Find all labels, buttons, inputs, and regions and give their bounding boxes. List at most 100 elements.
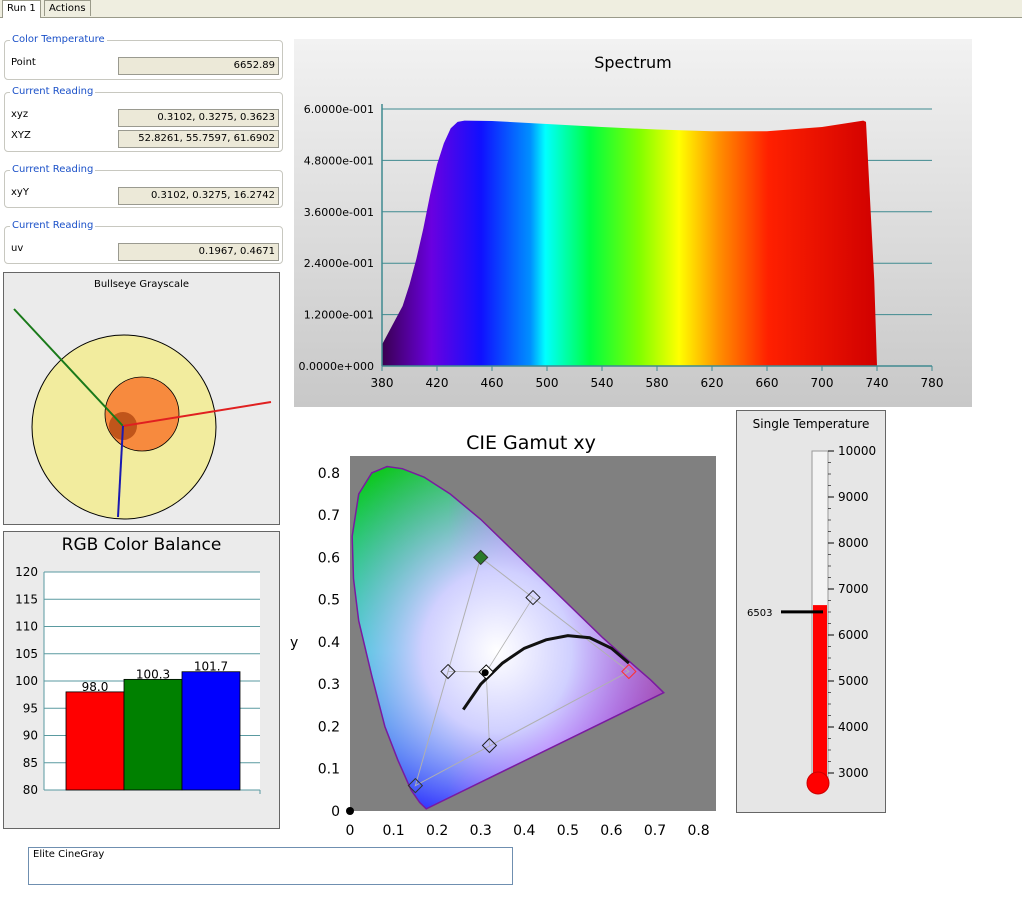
rgb-bar-label-0: 98.0 bbox=[82, 680, 109, 694]
cie-x-tick: 0 bbox=[346, 823, 355, 839]
secondary-line bbox=[485, 671, 490, 746]
rgb-bar-1 bbox=[123, 678, 183, 791]
primary-marker-2 bbox=[407, 777, 424, 794]
cie-y-tick: 0.5 bbox=[318, 593, 340, 609]
thermo-tick-label: 8000 bbox=[838, 536, 869, 550]
rgb-y-tick: 100 bbox=[15, 674, 38, 688]
cie-y-tick: 0.1 bbox=[318, 762, 340, 778]
spectrum-x-tick: 620 bbox=[701, 376, 724, 390]
thermometer-fill bbox=[813, 605, 827, 783]
thermo-tick-label: 10000 bbox=[838, 444, 876, 458]
cie-x-tick: 0.2 bbox=[426, 823, 448, 839]
cie-y-label: y bbox=[290, 635, 298, 651]
spectrum-y-tick: 6.0000e-001 bbox=[304, 103, 374, 116]
rgb-y-tick: 120 bbox=[15, 565, 38, 579]
spectrum-x-tick: 580 bbox=[646, 376, 669, 390]
thermometer-bulb bbox=[806, 771, 830, 795]
rgb-y-tick: 115 bbox=[15, 592, 38, 606]
primary-marker-1 bbox=[473, 549, 489, 566]
cie-x-tick: 0.1 bbox=[382, 823, 404, 839]
rgb-bar-0 bbox=[65, 691, 125, 791]
cie-x-tick: 0.7 bbox=[644, 823, 666, 839]
thermometer-title: Single Temperature bbox=[752, 417, 870, 431]
rgb-bar-label-1: 100.3 bbox=[136, 667, 170, 681]
cie-panel: CIE Gamut xy bbox=[286, 430, 726, 840]
spectral-locus bbox=[351, 465, 666, 810]
spectrum-y-tick: 4.8000e-001 bbox=[304, 154, 374, 167]
spectrum-y-tick: 2.4000e-001 bbox=[304, 257, 374, 270]
spectrum-y-tick: 0.0000e+000 bbox=[299, 360, 374, 373]
thermometer-chart: 10000 9000 8000 7000 6000 5000 4000 3000 6503 bbox=[747, 444, 876, 795]
spectrum-x-tick: 780 bbox=[921, 376, 944, 390]
blue-vector bbox=[117, 425, 124, 518]
spectrum-chart: 6.0000e-001 4.8000e-001 3.6000e-001 2.4000e… bbox=[299, 103, 944, 390]
cie-x-tick: 0.4 bbox=[513, 823, 535, 839]
xyY-label: xyY bbox=[11, 187, 29, 198]
rgb-balance-panel: RGB Color Balance 120 115 110 105 100 95 90 85 8… bbox=[3, 531, 280, 829]
measured-point bbox=[481, 669, 489, 677]
uv-label: uv bbox=[11, 243, 24, 254]
tab-actions[interactable]: Actions bbox=[44, 0, 91, 16]
thermo-tick-label: 7000 bbox=[838, 582, 869, 596]
uv-value: 0.1967, 0.4671 bbox=[118, 243, 279, 261]
spectrum-x-tick: 540 bbox=[591, 376, 614, 390]
secondary-marker-1 bbox=[440, 663, 456, 680]
rgb-y-tick: 80 bbox=[23, 783, 38, 797]
rgb-bar-2 bbox=[181, 671, 241, 791]
XYZ-label: XYZ bbox=[11, 130, 31, 141]
reading-uv-title: Current Reading bbox=[10, 220, 96, 231]
rgb-y-tick: 85 bbox=[23, 756, 38, 770]
thermo-tick-label: 5000 bbox=[838, 674, 869, 688]
cie-chart: 0 0.1 0.2 0.3 0.4 0.5 0.6 0.7 0.8 0 0.1 0.2 0.3 0.4 0.… bbox=[290, 456, 716, 839]
cie-y-tick: 0.4 bbox=[318, 635, 340, 651]
spectrum-area bbox=[382, 120, 877, 366]
xyz-value: 0.3102, 0.3275, 0.3623 bbox=[118, 109, 279, 127]
rgb-y-tick: 95 bbox=[23, 701, 38, 715]
rgb-balance-title: RGB Color Balance bbox=[61, 535, 222, 555]
cie-y-tick: 0.6 bbox=[318, 550, 340, 566]
tab-run-1[interactable]: Run 1 bbox=[2, 0, 41, 18]
bullseye-title: Bullseye Grayscale bbox=[93, 279, 190, 290]
cie-x-tick: 0.3 bbox=[470, 823, 492, 839]
red-vector bbox=[122, 401, 272, 427]
spectrum-x-tick: 700 bbox=[811, 376, 834, 390]
xyz-label: xyz bbox=[11, 109, 29, 120]
cie-y-tick: 0.3 bbox=[318, 677, 340, 693]
reading-xyz-title: Current Reading bbox=[10, 86, 96, 97]
tab-strip bbox=[0, 0, 1022, 18]
primary-marker-0 bbox=[621, 663, 637, 680]
spectrum-panel: Spectrum 6.0000e-001 4.8000e-001 3.6000e-0… bbox=[294, 39, 972, 407]
notes-textbox[interactable]: Elite CineGray bbox=[28, 847, 513, 885]
cie-x-tick: 0.6 bbox=[600, 823, 622, 839]
spectrum-x-tick: 660 bbox=[756, 376, 779, 390]
gamut-triangle bbox=[414, 556, 630, 787]
color-temperature-title: Color Temperature bbox=[10, 34, 107, 45]
bullseye-chart bbox=[13, 308, 272, 520]
spectrum-x-tick: 380 bbox=[371, 376, 394, 390]
rgb-balance-chart: 120 115 110 105 100 95 90 85 80 98.0 100.3 101.7 bbox=[15, 565, 261, 797]
thermo-tick-label: 6000 bbox=[838, 628, 869, 642]
rgb-y-tick: 110 bbox=[15, 620, 38, 634]
bullseye-panel: Bullseye Grayscale bbox=[3, 272, 280, 525]
spectrum-y-tick: 1.2000e-001 bbox=[304, 309, 374, 322]
cie-x-tick: 0.8 bbox=[687, 823, 709, 839]
spectrum-y-tick: 3.6000e-001 bbox=[304, 206, 374, 219]
thermo-tick-label: 9000 bbox=[838, 490, 869, 504]
target-marker-label: 6503 bbox=[747, 608, 772, 619]
xyY-value: 0.3102, 0.3275, 16.2742 bbox=[118, 187, 279, 205]
spectrum-x-tick: 420 bbox=[426, 376, 449, 390]
green-vector bbox=[13, 308, 124, 427]
XYZ-value: 52.8261, 55.7597, 61.6902 bbox=[118, 130, 279, 148]
point-label: Point bbox=[11, 57, 36, 68]
point-value: 6652.89 bbox=[118, 57, 279, 75]
reading-xyY-title: Current Reading bbox=[10, 164, 96, 175]
secondary-line bbox=[485, 597, 534, 673]
cie-y-tick: 0.8 bbox=[318, 466, 340, 482]
cie-title: CIE Gamut xy bbox=[466, 432, 596, 454]
rgb-y-tick: 90 bbox=[23, 729, 38, 743]
spectrum-x-tick: 460 bbox=[481, 376, 504, 390]
origin-point bbox=[346, 807, 354, 815]
secondary-marker-0 bbox=[525, 589, 541, 606]
spectrum-x-tick: 500 bbox=[536, 376, 559, 390]
thermo-tick-label: 3000 bbox=[838, 766, 869, 780]
